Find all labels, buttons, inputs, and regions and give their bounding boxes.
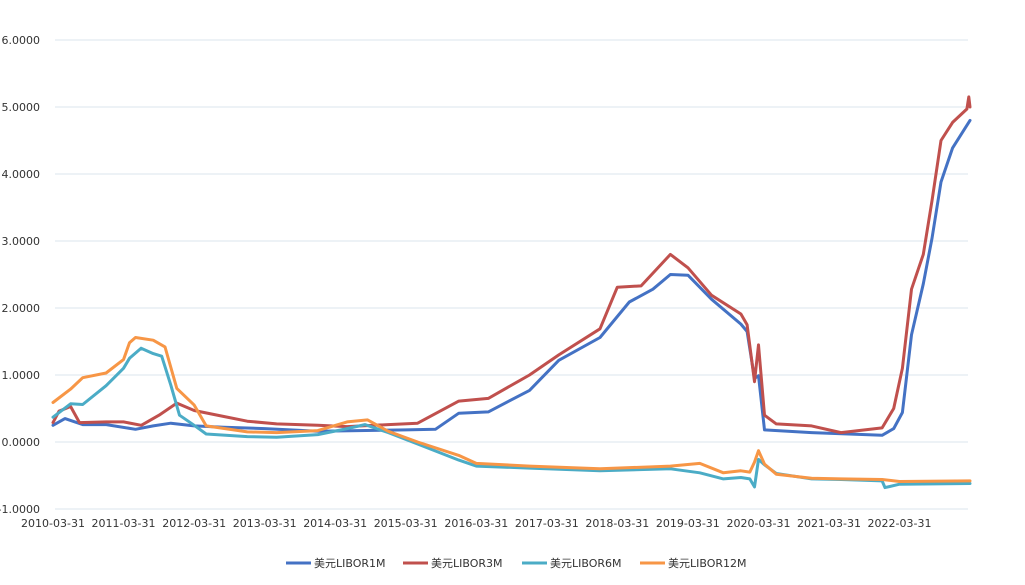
x-tick-label: 2014-03-31: [303, 517, 367, 530]
grid: [55, 39, 968, 510]
x-axis-ticks: 2010-03-31 2011-03-31 2012-03-31 2013-03-31…: [21, 517, 931, 530]
x-tick-label: 2015-03-31: [374, 517, 438, 530]
y-tick-label: 6.0000: [2, 34, 41, 47]
y-tick-label: 3.0000: [2, 235, 41, 248]
y-tick-label: 5.0000: [2, 101, 41, 114]
series-lines: [51, 95, 972, 490]
x-tick-label: 2012-03-31: [162, 517, 226, 530]
legend-item: 美元LIBOR1M: [286, 557, 386, 570]
y-axis-ticks: -1.0000 0.0000 1.0000 2.0000 3.0000 4.0000 5.0…: [0, 34, 40, 516]
x-tick-label: 2011-03-31: [92, 517, 156, 530]
y-tick-label: 2.0000: [2, 302, 41, 315]
legend-item: 美元LIBOR6M: [522, 557, 622, 570]
x-tick-label: 2013-03-31: [233, 517, 297, 530]
legend-label: 美元LIBOR6M: [550, 557, 622, 570]
y-tick-label: -1.0000: [0, 503, 40, 516]
y-tick-label: 4.0000: [2, 168, 41, 181]
x-tick-label: 2020-03-31: [727, 517, 791, 530]
legend-item: 美元LIBOR12M: [640, 557, 747, 570]
x-tick-label: 2019-03-31: [656, 517, 720, 530]
y-tick-label: 1.0000: [2, 369, 41, 382]
legend-item: 美元LIBOR3M: [403, 557, 503, 570]
series-line: [51, 346, 972, 490]
series-line: [51, 95, 972, 435]
x-tick-label: 2018-03-31: [585, 517, 649, 530]
legend: 美元LIBOR1M 美元LIBOR3M 美元LIBOR6M 美元LIBOR12M: [286, 557, 747, 570]
x-tick-label: 2017-03-31: [515, 517, 579, 530]
legend-label: 美元LIBOR3M: [431, 557, 503, 570]
series-line: [51, 336, 972, 483]
x-tick-label: 2010-03-31: [21, 517, 85, 530]
x-tick-label: 2016-03-31: [444, 517, 508, 530]
legend-label: 美元LIBOR12M: [668, 557, 747, 570]
series-line: [51, 118, 972, 437]
x-tick-label: 2022-03-31: [868, 517, 932, 530]
y-tick-label: 0.0000: [2, 436, 41, 449]
legend-label: 美元LIBOR1M: [314, 557, 386, 570]
x-tick-label: 2021-03-31: [797, 517, 861, 530]
